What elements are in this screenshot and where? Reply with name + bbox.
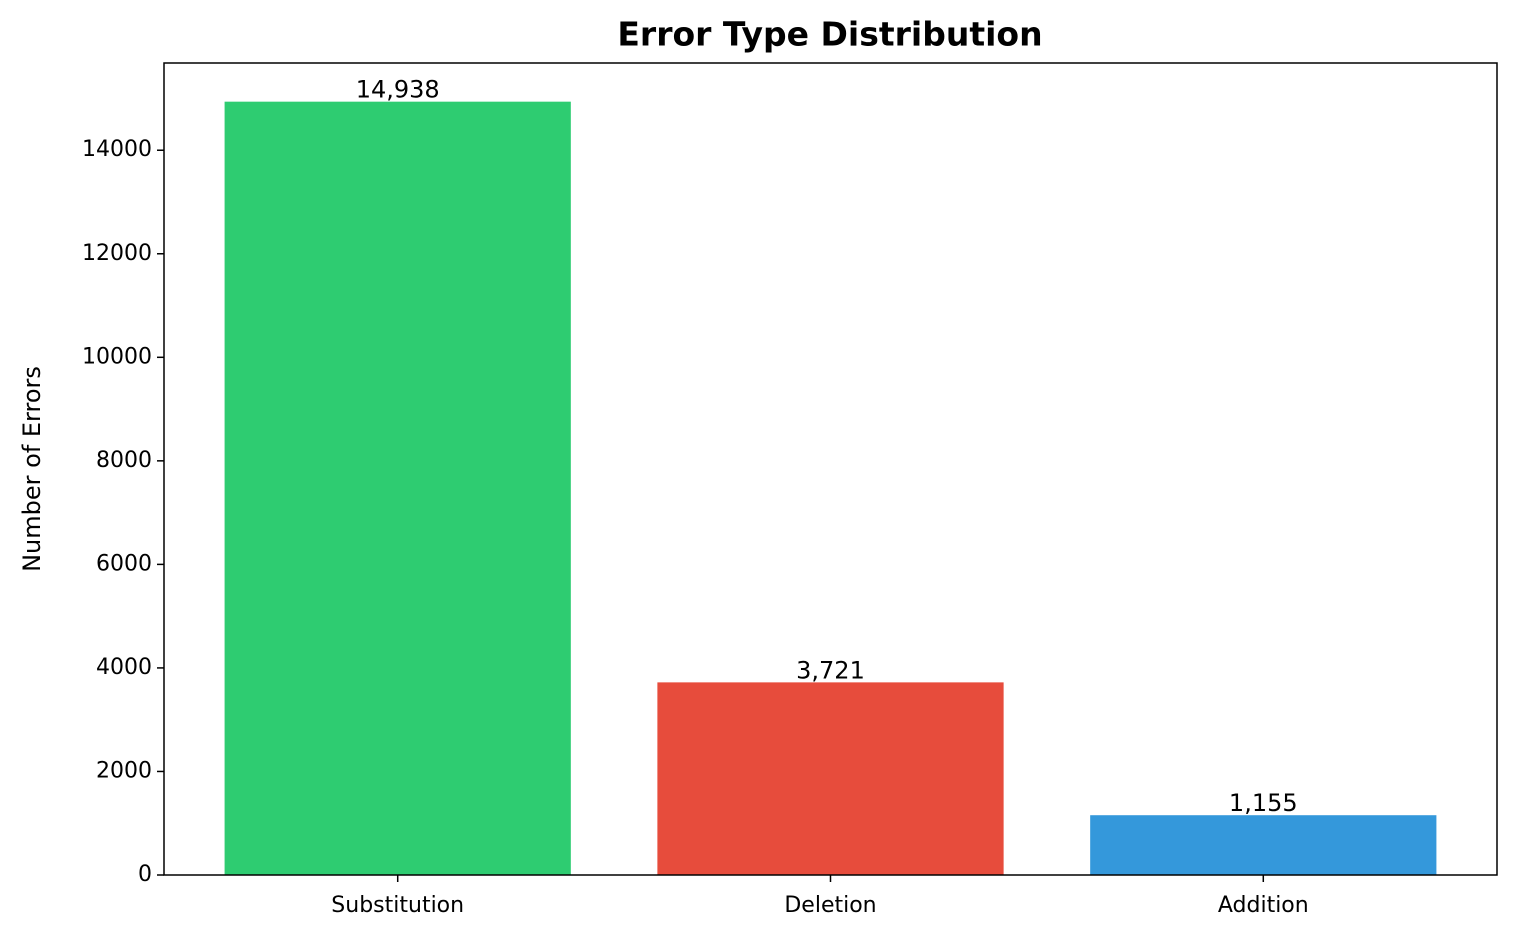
y-tick-label: 6000	[96, 551, 152, 576]
plot-frame	[163, 62, 1498, 876]
y-tick-label: 10000	[82, 344, 152, 369]
bar	[657, 682, 1004, 875]
y-tick-label: 4000	[96, 655, 152, 680]
x-tick-label: Substitution	[331, 893, 464, 918]
value-label: 1,155	[1229, 789, 1298, 817]
y-tick-label: 14000	[82, 137, 152, 162]
value-label: 14,938	[356, 76, 440, 104]
y-tick-label: 8000	[96, 448, 152, 473]
value-label: 3,721	[796, 656, 865, 684]
x-tick-label: Addition	[1218, 893, 1309, 918]
y-tick-label: 2000	[96, 758, 152, 783]
y-axis-label: Number of Errors	[18, 366, 46, 572]
y-tick-label: 12000	[82, 241, 152, 266]
y-tick-label: 0	[138, 862, 152, 887]
bar	[224, 101, 571, 875]
chart-title: Error Type Distribution	[617, 15, 1042, 54]
x-tick-label: Deletion	[784, 893, 876, 918]
bar	[1090, 815, 1437, 875]
